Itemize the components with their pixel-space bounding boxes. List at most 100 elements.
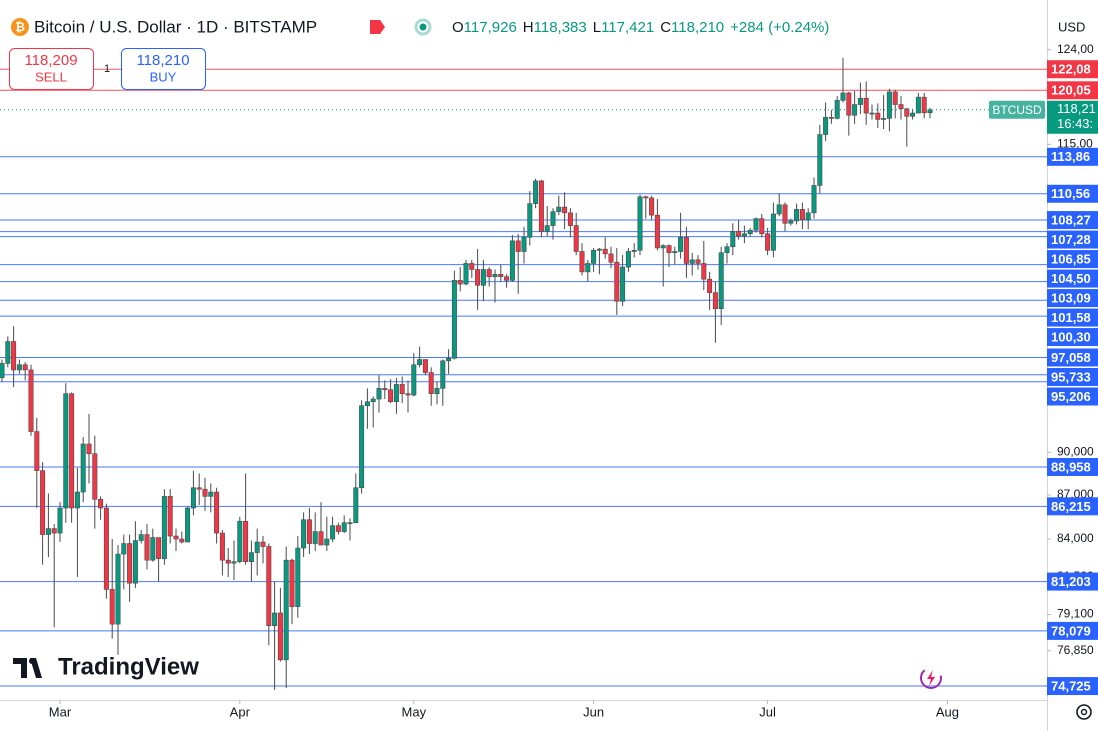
candle-body: [144, 534, 150, 561]
level-label-box: [1047, 367, 1098, 386]
settings-icon[interactable]: [1076, 704, 1092, 720]
candle-body: [190, 487, 196, 509]
candle-body: [718, 252, 724, 310]
candle-body: [306, 519, 312, 544]
candle-body: [556, 206, 562, 212]
candle-body: [347, 522, 353, 524]
candle-body: [219, 532, 225, 561]
candle-body: [921, 96, 927, 114]
candle-body: [80, 443, 86, 493]
candle-body: [788, 220, 794, 224]
candle-body: [399, 384, 405, 395]
level-label-box: [1047, 572, 1098, 591]
level-label: 107,28: [1051, 232, 1091, 247]
y-tick-label: 124,00: [1057, 42, 1094, 56]
candle-body: [857, 97, 863, 105]
candle-body: [86, 443, 92, 455]
countdown: 16:43:: [1057, 116, 1093, 131]
settings-gear: [1080, 708, 1088, 716]
y-tick-label: 90,000: [1057, 445, 1094, 459]
candle-body: [828, 117, 834, 119]
level-label: 122,08: [1051, 62, 1091, 77]
candle-body: [875, 112, 881, 120]
candle-body: [550, 211, 556, 226]
candle-body: [463, 263, 469, 285]
x-tick-label: May: [402, 704, 427, 719]
candle-body: [927, 109, 933, 114]
candle-body: [283, 559, 289, 661]
candle-body: [359, 405, 365, 489]
price-label: 118,21: [1057, 101, 1096, 116]
status-dot: [414, 18, 432, 36]
level-label: 113,86: [1051, 149, 1090, 164]
buy-button[interactable]: [121, 48, 206, 90]
candle-body: [353, 487, 359, 523]
candle-body: [335, 525, 341, 532]
level-label: 108,27: [1051, 212, 1091, 227]
candle-body: [736, 231, 742, 237]
y-tick-label: 84,000: [1057, 531, 1094, 545]
candle-body: [863, 97, 869, 114]
sell-label: SELL: [35, 69, 67, 84]
level-label: 95,733: [1051, 369, 1091, 384]
level-label-box: [1047, 147, 1098, 166]
level-label-box: [1047, 387, 1098, 406]
candle-body: [405, 393, 411, 396]
candle-body: [0, 363, 5, 379]
symbol-tag: BTCUSD: [992, 103, 1042, 117]
level-label: 106,85: [1051, 251, 1091, 266]
flag-icon[interactable]: [370, 20, 385, 34]
candle-body: [741, 233, 747, 237]
x-tick-label: Mar: [49, 704, 72, 719]
assistant-icon[interactable]: [920, 667, 942, 689]
level-label: 81,203: [1051, 574, 1091, 589]
price-label-box: [1047, 100, 1098, 134]
level-label-box: [1047, 81, 1098, 100]
candle-body: [202, 488, 208, 497]
candle-body: [799, 209, 805, 221]
currency[interactable]: USD: [1058, 19, 1085, 34]
candle-body: [266, 546, 272, 627]
symbol-title: Bitcoin / U.S. Dollar · 1D · BITSTAMP: [34, 17, 317, 36]
candle-body: [678, 236, 684, 252]
candle-body: [515, 240, 521, 252]
candle-body: [451, 280, 457, 359]
candle-body: [904, 108, 910, 117]
candle-body: [22, 364, 28, 371]
candle-body: [422, 359, 428, 373]
candle-body: [585, 263, 591, 273]
spread: 1: [104, 63, 110, 75]
candle-body: [127, 543, 133, 584]
candle-body: [794, 209, 800, 222]
candle-body: [712, 292, 718, 310]
y-tick-label: 115,00: [1057, 137, 1093, 151]
sell-button[interactable]: [9, 48, 94, 90]
candle-body: [138, 534, 144, 541]
level-label-box: [1047, 457, 1098, 476]
level-label-box: [1047, 184, 1098, 203]
candle-body: [115, 553, 121, 625]
level-label: 95,206: [1051, 389, 1091, 404]
candle-body: [260, 541, 266, 547]
x-tick-label: Apr: [230, 704, 251, 719]
candle-body: [625, 251, 631, 268]
candle-body: [834, 100, 840, 119]
candle-body: [393, 384, 399, 403]
candle-body: [63, 393, 69, 509]
candle-body: [573, 225, 579, 252]
level-label: 86,215: [1051, 499, 1091, 514]
level-label: 78,079: [1051, 623, 1091, 638]
candle-body: [811, 185, 817, 214]
candle-body: [167, 496, 173, 537]
candle-body: [57, 507, 63, 534]
level-label-box: [1047, 621, 1098, 640]
candle-body: [527, 203, 533, 238]
candle-body: [823, 117, 829, 135]
candle-body: [324, 538, 330, 546]
candle-body: [376, 388, 382, 400]
ohlc-value: 117,421: [601, 19, 654, 36]
candle-body: [103, 507, 109, 590]
candle-body: [214, 491, 220, 534]
candle-body: [475, 269, 481, 286]
candle-body: [892, 91, 898, 105]
